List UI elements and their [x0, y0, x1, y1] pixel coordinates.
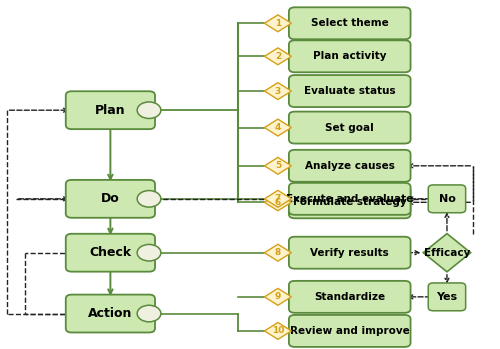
Circle shape — [137, 244, 161, 261]
Text: Yes: Yes — [436, 292, 458, 302]
Text: 5: 5 — [275, 161, 281, 170]
FancyBboxPatch shape — [66, 91, 155, 129]
FancyBboxPatch shape — [428, 185, 466, 213]
Text: 4: 4 — [274, 123, 281, 132]
Circle shape — [137, 102, 161, 118]
Polygon shape — [264, 157, 291, 174]
Text: 3: 3 — [275, 87, 281, 96]
FancyBboxPatch shape — [289, 150, 410, 182]
FancyBboxPatch shape — [66, 295, 155, 333]
FancyBboxPatch shape — [289, 315, 410, 347]
FancyBboxPatch shape — [66, 180, 155, 218]
Polygon shape — [264, 191, 291, 207]
Circle shape — [137, 191, 161, 207]
FancyBboxPatch shape — [66, 234, 155, 272]
FancyBboxPatch shape — [289, 186, 410, 218]
FancyBboxPatch shape — [289, 281, 410, 313]
Text: Verify results: Verify results — [310, 248, 389, 258]
Text: 6: 6 — [275, 198, 281, 207]
Polygon shape — [264, 322, 291, 339]
FancyBboxPatch shape — [289, 237, 410, 269]
Text: Review and improve: Review and improve — [290, 326, 410, 336]
FancyBboxPatch shape — [289, 183, 410, 215]
Text: Plan activity: Plan activity — [313, 51, 386, 61]
Text: Check: Check — [90, 246, 132, 259]
Polygon shape — [264, 288, 291, 305]
Text: Efficacy: Efficacy — [424, 248, 470, 258]
Text: Action: Action — [88, 307, 132, 320]
Text: Execute and evaluate: Execute and evaluate — [286, 194, 414, 204]
Polygon shape — [264, 119, 291, 136]
Text: Analyze causes: Analyze causes — [305, 161, 394, 171]
Text: Standardize: Standardize — [314, 292, 386, 302]
Circle shape — [137, 305, 161, 322]
Text: Do: Do — [101, 192, 120, 205]
Text: Evaluate status: Evaluate status — [304, 86, 396, 96]
Text: Plan: Plan — [95, 104, 126, 117]
Polygon shape — [424, 233, 470, 272]
FancyBboxPatch shape — [289, 7, 410, 39]
Polygon shape — [264, 244, 291, 261]
Text: 10: 10 — [272, 326, 284, 335]
FancyBboxPatch shape — [289, 40, 410, 72]
Text: Set goal: Set goal — [326, 122, 374, 133]
FancyBboxPatch shape — [428, 283, 466, 311]
Text: 7: 7 — [274, 194, 281, 203]
Polygon shape — [264, 15, 291, 32]
Polygon shape — [264, 48, 291, 65]
Text: Formulate strategy: Formulate strategy — [293, 197, 406, 207]
Polygon shape — [264, 83, 291, 99]
FancyBboxPatch shape — [289, 75, 410, 107]
FancyBboxPatch shape — [289, 112, 410, 143]
Text: Select theme: Select theme — [311, 18, 388, 28]
Text: No: No — [438, 194, 456, 204]
Text: 1: 1 — [275, 19, 281, 28]
Text: 9: 9 — [274, 292, 281, 301]
Text: 2: 2 — [275, 52, 281, 61]
Polygon shape — [264, 194, 291, 211]
Text: 8: 8 — [275, 248, 281, 257]
